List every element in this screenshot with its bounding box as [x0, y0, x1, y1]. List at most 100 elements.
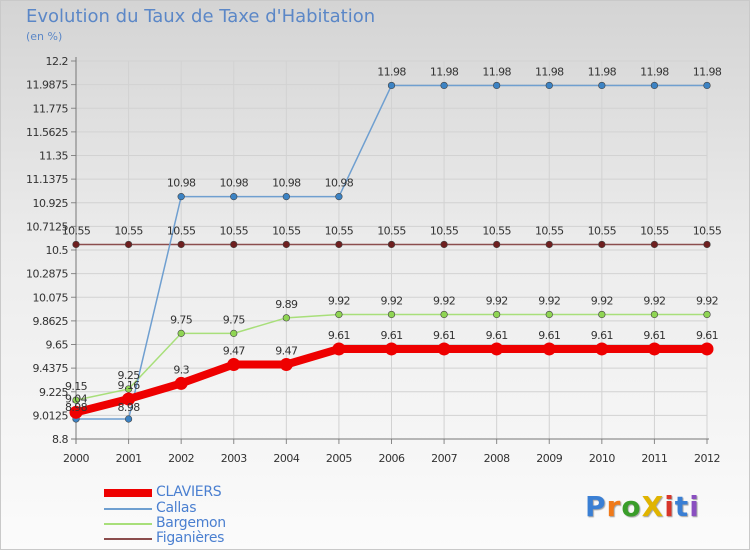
y-tick-label: 9.65: [46, 339, 69, 352]
y-tick-label: 11.5625: [26, 126, 68, 139]
data-label-callas: 11.98: [588, 65, 617, 78]
proxiti-logo: ProXiti: [585, 490, 700, 523]
y-tick-label: 9.0125: [33, 409, 69, 422]
data-label-claviers: 9.47: [275, 345, 298, 358]
data-label-figanires: 10.55: [167, 224, 196, 237]
data-point-callas: [230, 193, 238, 201]
data-point-claviers: [279, 358, 293, 372]
data-point-claviers: [69, 405, 83, 419]
data-point-figanires: [177, 240, 185, 249]
data-point-claviers: [490, 342, 504, 356]
data-label-figanires: 10.55: [693, 224, 722, 237]
y-tick-label: 10.075: [33, 291, 69, 304]
data-point-callas: [598, 81, 606, 90]
data-point-bargemon: [335, 310, 343, 319]
y-tick-label: 8.8: [52, 433, 68, 446]
data-point-claviers: [700, 342, 714, 356]
data-label-callas: 11.98: [482, 65, 511, 78]
y-tick-label: 10.5: [46, 244, 69, 257]
data-point-bargemon: [282, 314, 290, 322]
y-tick-label: 12.2: [46, 55, 69, 68]
data-label-bargemon: 9.92: [433, 294, 455, 307]
logo-letter: i: [664, 490, 675, 523]
data-label-callas: 8.98: [65, 401, 88, 414]
data-label-claviers: 9.61: [591, 329, 613, 342]
y-tick-label: 9.4375: [33, 362, 69, 375]
chart-unit: (en %): [26, 30, 63, 43]
data-label-figanires: 10.55: [325, 224, 354, 237]
data-label-bargemon: 9.89: [275, 298, 298, 311]
legend-label-clavier: CLAVIERS: [156, 484, 222, 500]
x-tick-label: 2005: [326, 452, 352, 465]
data-label-figanires: 10.55: [114, 224, 143, 237]
logo-letter: X: [641, 490, 665, 523]
legend-item-callas[interactable]: Callas: [104, 500, 304, 516]
data-label-bargemon: 9.92: [538, 294, 560, 307]
data-label-callas: 11.98: [693, 65, 722, 78]
legend-item-clavier[interactable]: CLAVIERS: [104, 484, 304, 500]
y-tick-label: 10.2875: [26, 268, 68, 281]
data-label-claviers: 9.61: [538, 329, 560, 342]
data-label-callas: 11.98: [640, 65, 669, 78]
logo-letter: P: [585, 490, 607, 523]
data-point-claviers: [332, 342, 346, 356]
data-point-claviers: [122, 392, 136, 406]
data-point-figanires: [230, 240, 238, 249]
data-label-bargemon: 9.92: [380, 294, 402, 307]
data-point-bargemon: [493, 310, 501, 319]
data-label-bargemon: 9.92: [591, 294, 613, 307]
data-label-claviers: 9.61: [643, 329, 665, 342]
data-point-callas: [335, 193, 343, 201]
data-point-callas: [440, 81, 448, 90]
data-label-claviers: 9.3: [173, 363, 189, 376]
data-label-figanires: 10.55: [377, 224, 406, 237]
data-label-bargemon: 9.92: [486, 294, 508, 307]
y-tick-label: 9.225: [39, 386, 68, 399]
data-point-callas: [545, 81, 553, 90]
x-tick-label: 2012: [694, 452, 720, 465]
legend-item-bargemon[interactable]: Bargemon: [104, 515, 304, 531]
data-label-callas: 10.98: [325, 177, 354, 190]
data-point-callas: [177, 193, 185, 201]
data-point-figanires: [440, 240, 448, 249]
legend-item-figanieres[interactable]: Figanières: [104, 530, 304, 546]
data-label-figanires: 10.55: [640, 224, 669, 237]
x-tick-label: 2010: [589, 452, 615, 465]
x-tick-label: 2006: [379, 452, 405, 465]
data-label-claviers: 9.61: [380, 329, 402, 342]
x-tick-label: 2002: [168, 452, 194, 465]
data-label-callas: 8.98: [118, 401, 141, 414]
data-point-figanires: [493, 240, 501, 249]
legend-swatch-clavier: [104, 489, 152, 497]
legend-label-callas: Callas: [156, 500, 197, 516]
data-point-bargemon: [124, 385, 133, 393]
data-label-figanires: 10.55: [272, 224, 301, 237]
data-label-bargemon: 9.25: [118, 369, 141, 382]
data-point-figanires: [124, 240, 133, 249]
logo-letter: t: [674, 490, 690, 523]
logo-letter: o: [621, 490, 642, 523]
data-label-bargemon: 9.75: [223, 313, 246, 326]
data-point-callas: [703, 81, 711, 90]
data-point-bargemon: [177, 329, 185, 337]
logo-letter: r: [606, 490, 622, 523]
data-label-callas: 10.98: [220, 177, 249, 190]
data-label-claviers: 9.61: [696, 329, 718, 342]
data-point-claviers: [385, 342, 398, 356]
data-label-bargemon: 9.75: [170, 313, 193, 326]
data-label-claviers: 9.16: [118, 379, 141, 392]
data-point-figanires: [545, 240, 553, 249]
data-label-claviers: 9.61: [328, 329, 350, 342]
data-point-claviers: [595, 342, 609, 356]
y-tick-label: 9.8625: [33, 315, 69, 328]
data-label-bargemon: 9.92: [643, 294, 665, 307]
data-label-callas: 11.98: [535, 65, 564, 78]
chart-title: Evolution du Taux de Taxe d'Habitation: [26, 6, 376, 27]
y-tick-label: 11.775: [33, 102, 69, 115]
data-label-bargemon: 9.92: [696, 294, 718, 307]
data-label-figanires: 10.55: [430, 224, 459, 237]
data-label-claviers: 9.61: [486, 329, 508, 342]
x-tick-label: 2011: [641, 452, 667, 465]
